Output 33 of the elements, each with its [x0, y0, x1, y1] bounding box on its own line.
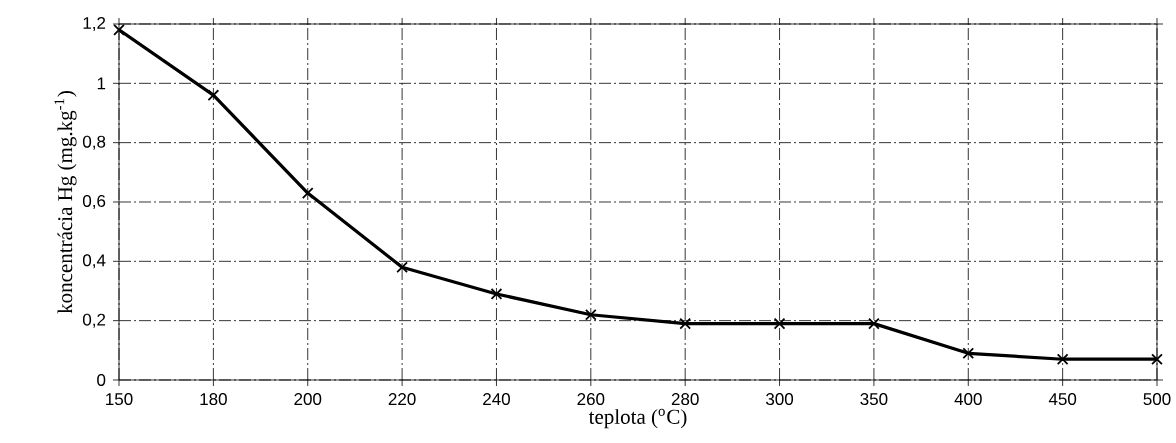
x-tick-label: 180: [200, 393, 227, 406]
x-tick-label: 450: [1048, 393, 1077, 406]
y-tick-label: 0,4: [82, 254, 106, 269]
x-tick-label: 280: [671, 393, 699, 406]
x-tick-label: 350: [860, 393, 888, 406]
point: [1151, 353, 1163, 366]
x-tick-label: 240: [483, 393, 510, 406]
point: [584, 308, 597, 321]
x-tick-label: 260: [577, 393, 605, 406]
point: [207, 89, 220, 102]
x-tick-label: 200: [294, 393, 322, 406]
x-tick-label: 300: [766, 393, 794, 406]
point: [490, 288, 503, 300]
point: [679, 317, 692, 330]
point: [773, 317, 786, 330]
point: [113, 24, 125, 36]
y-tick-label: 0,6: [82, 194, 106, 209]
y-tick-label: 0,8: [82, 135, 106, 150]
point: [301, 187, 314, 199]
point: [1056, 353, 1069, 366]
y-tick-label: 1,2: [83, 16, 106, 32]
x-tick-label: 400: [954, 393, 982, 406]
x-tick-label: 500: [1143, 393, 1171, 406]
x-tick-label: 220: [388, 393, 416, 406]
point: [396, 261, 408, 274]
y-tick-label: 0: [97, 373, 106, 386]
x-tick-label: 150: [106, 393, 133, 406]
y-axis-title: koncentrácia Hg (mg.kg$^{-1}$): [54, 91, 77, 314]
x-axis-title: teplota ($^{o}$C): [588, 408, 687, 429]
y-tick-label: 0,2: [82, 313, 106, 328]
point: [962, 347, 975, 360]
point: [868, 317, 880, 330]
y-tick-label: 1: [97, 77, 106, 90]
